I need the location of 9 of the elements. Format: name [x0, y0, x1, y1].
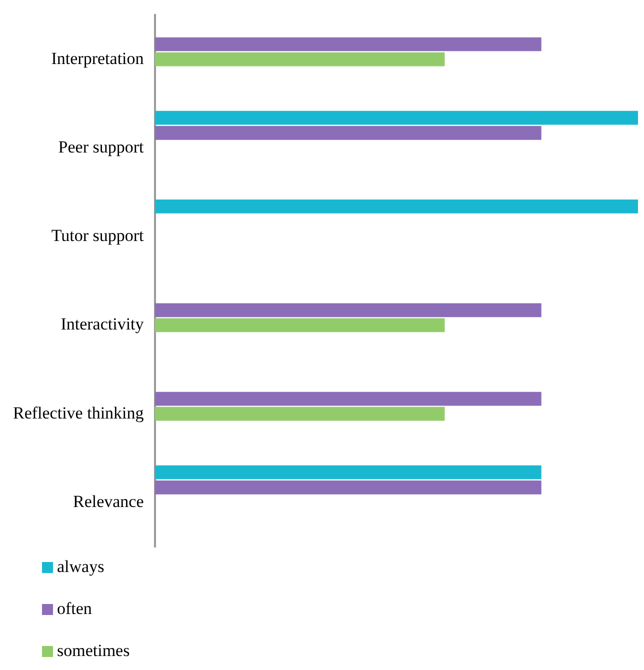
legend-label: sometimes — [57, 641, 130, 661]
y-tick-label: Peer support — [58, 137, 144, 156]
y-tick-label: Interpretation — [51, 48, 144, 68]
y-tick-label: Interactivity — [60, 314, 144, 334]
y-tick-label: Reflective thinking — [12, 403, 144, 422]
y-tick-label: Tutor support — [51, 226, 144, 246]
legend-label: often — [57, 599, 92, 619]
y-tick-label: Relevance — [72, 492, 144, 511]
legend-label: always — [57, 557, 104, 577]
